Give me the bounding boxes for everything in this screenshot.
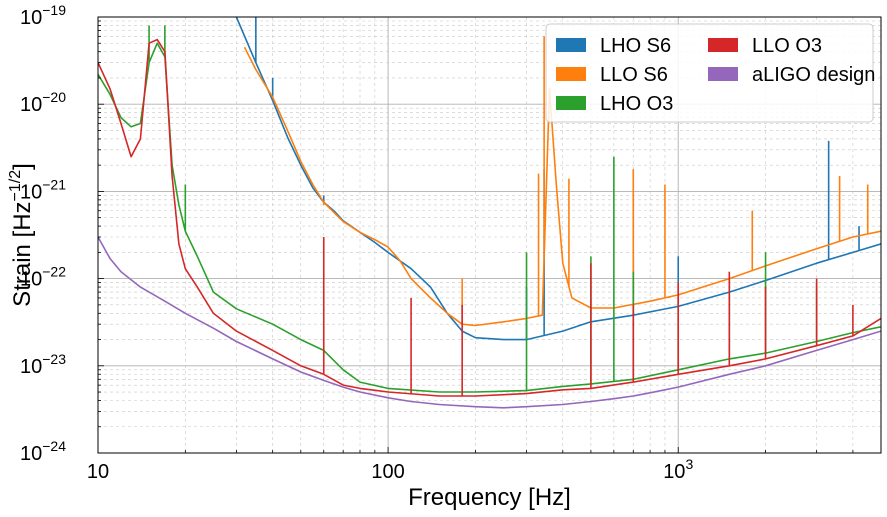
legend-label: LHO S6 [600, 35, 671, 57]
y-axis-label: Strain [Hz−1/2] [7, 163, 36, 307]
series-line-4 [98, 236, 881, 409]
y-tick-label: 10−20 [20, 89, 66, 116]
y-tick-label-base: 10 [20, 7, 42, 29]
y-tick-label: 10−19 [20, 2, 66, 29]
y-tick-label: 10−23 [20, 351, 66, 378]
series-lines [98, 17, 881, 409]
legend-swatch [708, 38, 738, 52]
x-tick-label: 10 [87, 461, 109, 483]
series-line-2 [98, 42, 881, 393]
legend-swatch [556, 67, 586, 81]
legend-swatch [556, 38, 586, 52]
y-tick-label-exp: −20 [42, 89, 66, 105]
y-tick-label-exp: −22 [42, 264, 66, 280]
x-tick-label: 100 [371, 461, 404, 483]
series-line-0 [235, 17, 881, 341]
legend-label: LLO S6 [600, 64, 668, 86]
plot-area [97, 16, 882, 454]
x-tick-label: 103 [663, 456, 693, 483]
y-tick-label: 10−22 [20, 264, 66, 291]
legend-label: aLIGO design [752, 64, 875, 86]
legend-swatch [708, 67, 738, 81]
series-line-3 [98, 38, 881, 397]
x-tick-label-base: 10 [663, 461, 685, 483]
y-tick-label-exp: −21 [42, 176, 66, 192]
legend: LHO S6 LLO S6 LHO O3 LLO O3 aLIGO design [545, 23, 875, 123]
y-axis-label-sup: −1/2 [7, 170, 24, 202]
legend-label: LLO O3 [752, 35, 822, 57]
y-tick-label-exp: −19 [42, 2, 66, 18]
x-tick-label-exp: 3 [685, 456, 693, 472]
series-line-1 [243, 46, 881, 327]
y-tick-label-base: 10 [20, 94, 42, 116]
y-tick-label: 10−24 [20, 438, 66, 465]
y-axis-label-main: Strain [Hz [9, 201, 36, 306]
y-tick-label-base: 10 [20, 181, 42, 203]
y-tick-label-base: 10 [20, 356, 42, 378]
y-tick-label-exp: −24 [42, 438, 66, 454]
legend-swatch [556, 96, 586, 110]
y-tick-label: 10−21 [20, 176, 66, 203]
y-tick-label-base: 10 [20, 443, 42, 465]
y-tick-label-base: 10 [20, 269, 42, 291]
y-tick-label-exp: −23 [42, 351, 66, 367]
legend-label: LHO O3 [600, 93, 673, 115]
y-axis-label-close: ] [9, 163, 36, 170]
x-axis-label: Frequency [Hz] [408, 484, 571, 511]
